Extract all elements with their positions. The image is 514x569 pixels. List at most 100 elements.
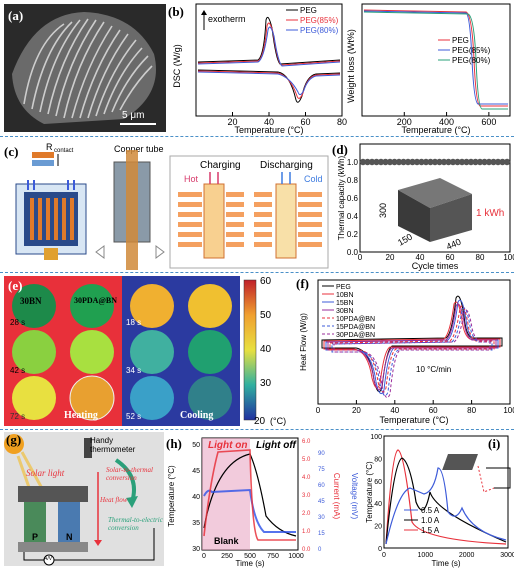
n-label: N bbox=[66, 532, 73, 542]
tick-label: 40 bbox=[374, 501, 382, 508]
b2-ylabel: Weight loss (Wt%) bbox=[346, 29, 356, 103]
dim-440: 440 bbox=[445, 237, 463, 252]
heat-time: 28 s bbox=[10, 318, 26, 327]
separator bbox=[0, 272, 514, 273]
legend-entry: 0.5 A bbox=[421, 506, 440, 515]
temperature-time-chart: 0 1000 2000 3000 0 20 40 60 80 100 Temperature (°… bbox=[365, 434, 514, 568]
tick-label: 60 bbox=[374, 479, 382, 486]
hot-label: Hot bbox=[184, 174, 199, 184]
label-30bn: 30BN bbox=[20, 296, 42, 306]
tick-label: 0.0 bbox=[347, 248, 359, 257]
tick-label: 3.0 bbox=[302, 493, 311, 499]
cycle-point bbox=[449, 158, 457, 166]
cycle-point bbox=[454, 158, 461, 166]
cycle-point bbox=[395, 158, 403, 166]
b1-xlabel: Temperature (°C) bbox=[234, 125, 303, 135]
tick-label: 1000 bbox=[418, 552, 434, 559]
light-on-label: Light on bbox=[208, 440, 247, 451]
i-ylabel: Temperature (°C) bbox=[365, 461, 374, 523]
legend-entry: PEG bbox=[336, 284, 351, 291]
discharging-label: Discharging bbox=[260, 160, 313, 171]
tick-label: 20 bbox=[374, 524, 382, 531]
tick-label: 750 bbox=[267, 553, 279, 560]
cycle-point bbox=[458, 158, 466, 166]
tick-label: 250 bbox=[221, 553, 233, 560]
legend-entry: 30PDA@BN bbox=[336, 332, 375, 339]
legend-entry: 15PDA@BN bbox=[336, 324, 375, 331]
cycle-point bbox=[467, 158, 475, 166]
f-xlabel: Temperature (°C) bbox=[379, 415, 448, 425]
separator bbox=[0, 429, 514, 430]
tick-label: 45 bbox=[318, 499, 325, 505]
cycle-point bbox=[440, 158, 448, 166]
svg-text:30: 30 bbox=[260, 378, 272, 389]
light-off-label: Light off bbox=[256, 440, 297, 451]
h-ylabel: Temperature (°C) bbox=[167, 465, 176, 527]
tick-label: 15 bbox=[318, 531, 325, 537]
cycle-point bbox=[472, 158, 479, 166]
panel-label-i: (i) bbox=[488, 436, 501, 451]
cycle-point bbox=[418, 158, 425, 166]
legend-entry: 1.0 A bbox=[421, 516, 440, 525]
tick-label: 400 bbox=[439, 117, 454, 127]
heat-time: 72 s bbox=[10, 412, 26, 421]
cool-time: 18 s bbox=[126, 318, 142, 327]
panel-c: (c) R contact Copper tube Charging Disch… bbox=[4, 140, 330, 270]
tick-label: 5.0 bbox=[302, 457, 311, 463]
svg-text:contact: contact bbox=[54, 148, 74, 154]
tick-label: 100 bbox=[370, 434, 382, 441]
panel-h: (h) 0 250 500 750 1000 30 35 40 45 50 0.0 1.0 2.0 3.0… bbox=[166, 432, 362, 569]
label-30pda: 30PDA@BN bbox=[74, 296, 117, 305]
tick-label: 35 bbox=[192, 520, 200, 527]
b2-xlabel: Temperature (°C) bbox=[401, 125, 470, 135]
tick-label: 0 bbox=[202, 553, 206, 560]
tick-label: 200 bbox=[397, 117, 412, 127]
dsc-tga-charts: 20 40 60 80 DSC (W/g) Temperature (°C) exot… bbox=[172, 3, 511, 135]
cycle-point bbox=[476, 158, 484, 166]
cool-time: 52 s bbox=[126, 412, 142, 421]
h-xlabel: Time (s) bbox=[235, 559, 264, 568]
tick-label: 90 bbox=[318, 451, 325, 457]
svg-text:50: 50 bbox=[260, 310, 272, 321]
tick-label: 2.0 bbox=[302, 511, 311, 517]
tick-label: 80 bbox=[476, 253, 485, 262]
tick-label: 4.0 bbox=[302, 475, 311, 481]
tick-label: 80 bbox=[467, 406, 476, 415]
cycle-point bbox=[463, 158, 470, 166]
tick-label: 40 bbox=[416, 253, 425, 262]
cycle-point bbox=[359, 158, 367, 166]
tick-label: 600 bbox=[481, 117, 496, 127]
tick-label: 0.2 bbox=[347, 230, 359, 239]
cycle-point bbox=[386, 158, 394, 166]
thermoelectric-schematic bbox=[4, 432, 164, 566]
d-xlabel: Cycle times bbox=[412, 261, 459, 271]
panel-label-b: (b) bbox=[168, 4, 184, 19]
cycle-point bbox=[445, 158, 452, 166]
tick-label: 40 bbox=[264, 117, 274, 127]
legend-entry: PEG bbox=[452, 36, 469, 45]
panel-g: (g) Handy thermometer Solar light Solar-… bbox=[4, 432, 164, 566]
tick-label: 20 bbox=[386, 253, 395, 262]
svg-text:(°C): (°C) bbox=[270, 416, 286, 426]
tick-label: 0 bbox=[358, 253, 363, 262]
panel-label-e: (e) bbox=[8, 278, 23, 293]
panel-d: (d) 0 20 40 60 80 100 0.0 0.2 0.4 0.6 0.8 1.0 Therm… bbox=[332, 138, 514, 272]
legend-entry: 10BN bbox=[336, 292, 354, 299]
cold-label: Cold bbox=[304, 174, 323, 184]
tick-label: 0.6 bbox=[347, 194, 359, 203]
separator bbox=[0, 136, 514, 137]
tick-label: 1.0 bbox=[347, 158, 359, 167]
heating-label: Heating bbox=[64, 410, 98, 421]
legend-entry: 30BN bbox=[336, 308, 354, 315]
tick-label: 50 bbox=[192, 442, 200, 449]
panel-label-a: (a) bbox=[8, 8, 24, 23]
tick-label: 20 bbox=[352, 406, 361, 415]
tick-label: 0 bbox=[382, 552, 386, 559]
r-contact-label: R bbox=[46, 142, 53, 152]
panel-label-h: (h) bbox=[166, 436, 182, 451]
tick-label: 80 bbox=[337, 117, 347, 127]
cycle-point bbox=[382, 158, 389, 166]
h-ylabel2: Current (mA) bbox=[332, 473, 341, 520]
cycle-point bbox=[368, 158, 376, 166]
i-xlabel: Time (s) bbox=[431, 559, 460, 568]
